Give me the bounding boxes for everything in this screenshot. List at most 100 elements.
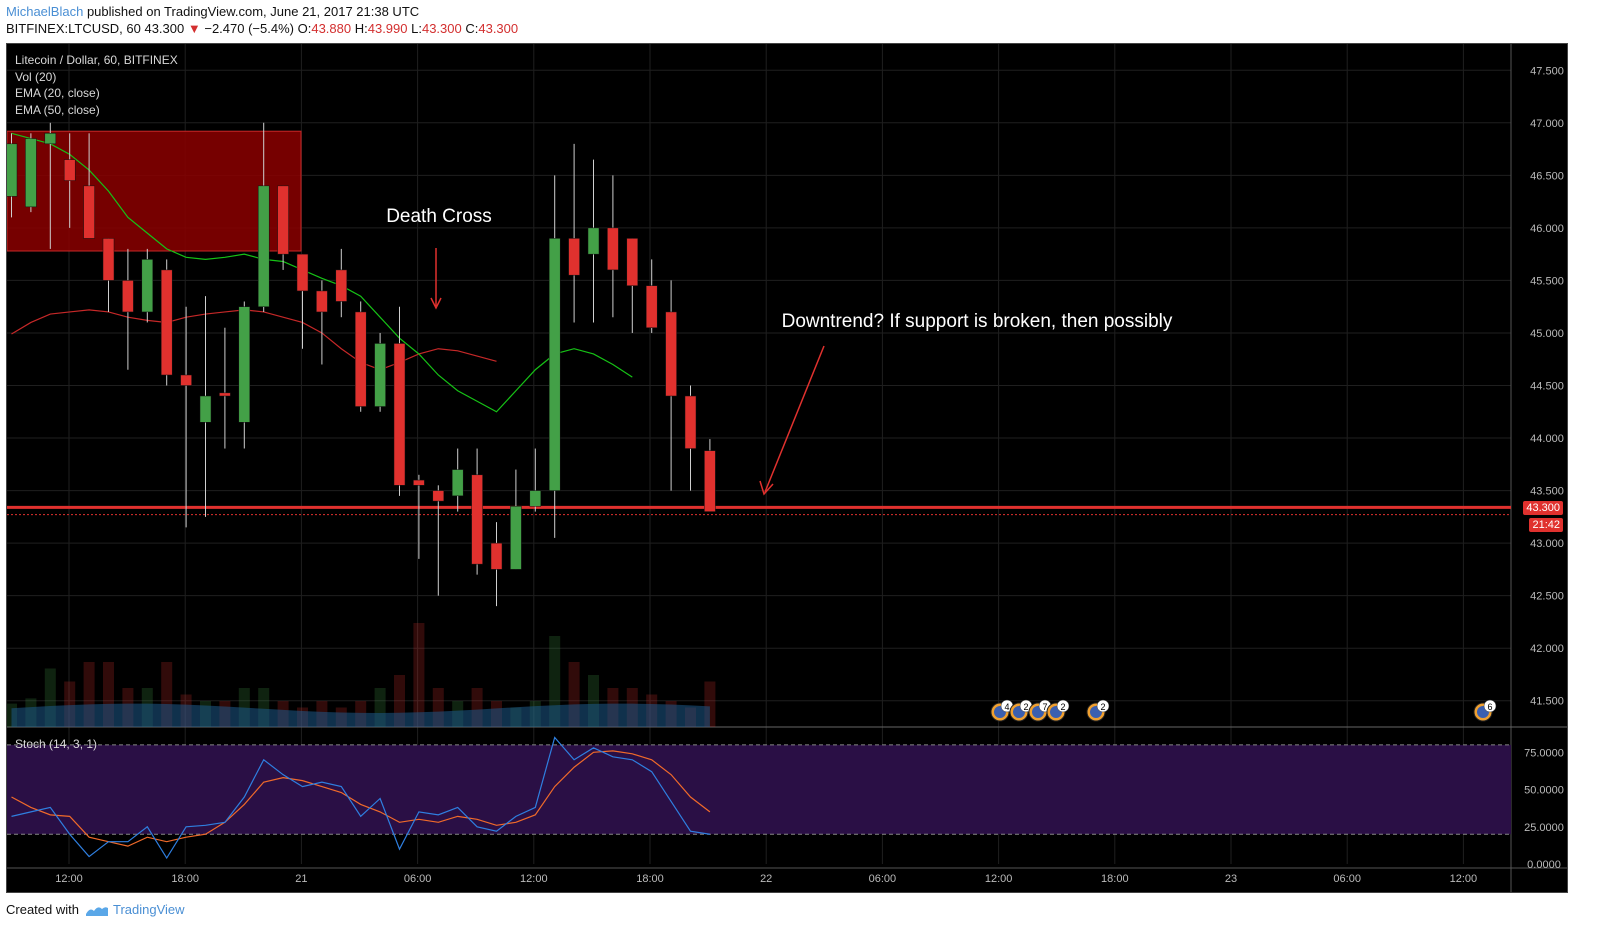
candle-body xyxy=(277,185,289,255)
tradingview-link[interactable]: TradingView xyxy=(85,902,185,917)
low-label: L: xyxy=(411,21,422,36)
stoch-k-line xyxy=(11,736,710,860)
open-value: 43.880 xyxy=(311,21,352,36)
y-tick-label: 47.500 xyxy=(1530,65,1564,77)
volume-bar xyxy=(394,675,405,727)
candle-body xyxy=(704,450,716,512)
x-tick-label: 22 xyxy=(760,873,772,885)
volume-bar xyxy=(549,636,561,727)
x-tick-label: 06:00 xyxy=(1333,873,1361,885)
x-tick-label: 12:00 xyxy=(1450,873,1478,885)
y-tick-label: 46.000 xyxy=(1530,223,1564,235)
event-count-bubble xyxy=(1483,699,1497,713)
chart-canvas[interactable]: 47.500 47.000 46.500 46.000 45.500 45.000 44.5… xyxy=(7,44,1567,892)
downtrend-arrowhead xyxy=(759,480,774,496)
y-tick-label: 41.500 xyxy=(1530,696,1564,708)
volume-bar xyxy=(432,688,444,727)
event-count-bubble xyxy=(1056,699,1070,713)
candle-body xyxy=(568,238,580,276)
y-tick-label: 47.000 xyxy=(1530,118,1564,130)
candle-body xyxy=(626,238,639,286)
footer: Created with TradingView xyxy=(6,902,185,917)
candle-body xyxy=(432,490,445,502)
candle-body xyxy=(25,138,37,208)
candle-body xyxy=(141,259,154,313)
y-tick-label: 43.000 xyxy=(1530,538,1564,550)
x-tick-label: 18:00 xyxy=(636,873,664,885)
candle-body xyxy=(83,185,95,239)
candle-body xyxy=(238,306,251,423)
publish-line: MichaelBlach published on TradingView.co… xyxy=(6,3,1596,20)
ema50-line xyxy=(11,309,497,371)
volume-bar xyxy=(64,681,76,727)
stoch-tick-label: 75.0000 xyxy=(1524,747,1564,759)
event-count: 2 xyxy=(1060,702,1065,712)
candle-body xyxy=(665,311,677,397)
x-tick-label: 06:00 xyxy=(869,873,897,885)
candle-body xyxy=(548,238,561,491)
x-tick-label: 12:00 xyxy=(520,873,548,885)
candle-body xyxy=(413,479,425,486)
candle-body xyxy=(7,143,18,197)
x-tick-label: 12:00 xyxy=(55,873,83,885)
y-tick-label: 46.500 xyxy=(1530,170,1564,182)
volume-bar xyxy=(161,662,173,727)
death-cross-label: Death Cross xyxy=(386,206,492,227)
volume-bar xyxy=(238,688,250,727)
death-cross-arrowhead xyxy=(430,297,442,310)
candle-body xyxy=(354,311,367,407)
x-tick-label: 12:00 xyxy=(985,873,1013,885)
y-tick-label: 42.500 xyxy=(1530,591,1564,603)
candle-body xyxy=(451,469,464,497)
close-label: C: xyxy=(465,21,479,36)
stoch-band xyxy=(7,744,1511,835)
candle-body xyxy=(393,343,406,486)
stoch-tick-label: 25.0000 xyxy=(1524,822,1564,834)
quote-line: BITFINEX:LTCUSD, 60 43.300 ▼ −2.470 (−5.… xyxy=(6,20,1596,37)
volume-bar xyxy=(44,668,56,727)
author-link[interactable]: MichaelBlach xyxy=(6,4,84,19)
candle-body xyxy=(607,227,619,271)
legend-volume: Vol (20) xyxy=(15,70,57,84)
candle-body xyxy=(684,395,697,449)
high-value: 43.990 xyxy=(367,21,408,36)
candle-body xyxy=(199,395,212,423)
candle-body xyxy=(490,542,503,570)
candle-body xyxy=(102,238,115,281)
y-tick-label: 45.000 xyxy=(1530,328,1564,340)
y-tick-label: 44.500 xyxy=(1530,381,1564,393)
volume-bar xyxy=(471,688,483,727)
high-label: H: xyxy=(354,21,368,36)
volume-bar xyxy=(258,688,270,727)
change-value: −2.470 (−5.4%) xyxy=(204,21,294,36)
event-count: 7 xyxy=(1042,702,1047,712)
event-count: 2 xyxy=(1023,702,1028,712)
downtrend-label: Downtrend? If support is broken, then po… xyxy=(782,311,1173,332)
published-text: published on TradingView.com, June 21, 2… xyxy=(86,4,420,19)
volume-bar xyxy=(588,675,599,727)
volume-ma-area xyxy=(11,703,710,727)
created-with-text: Created with xyxy=(6,902,79,917)
candle-body xyxy=(316,290,328,313)
stoch-tick-label: 0.0000 xyxy=(1527,859,1561,871)
legend-ema50: EMA (50, close) xyxy=(15,103,100,117)
candle-body xyxy=(587,227,600,255)
event-count: 2 xyxy=(1100,702,1105,712)
x-tick-label: 06:00 xyxy=(404,873,432,885)
x-tick-label: 18:00 xyxy=(1101,873,1129,885)
y-tick-label: 45.500 xyxy=(1530,275,1564,287)
y-tick-label: 42.000 xyxy=(1530,643,1564,655)
candle-body xyxy=(219,392,231,397)
chart-area[interactable]: 47.500 47.000 46.500 46.000 45.500 45.000 44.5… xyxy=(6,43,1568,893)
y-tick-label: 44.000 xyxy=(1530,433,1564,445)
tradingview-brand: TradingView xyxy=(112,902,185,917)
candle-body xyxy=(296,253,309,292)
countdown-badge: 21:42 xyxy=(1529,518,1563,532)
volume-bar xyxy=(568,662,580,727)
candle-body xyxy=(335,269,348,302)
open-label: O: xyxy=(297,21,312,36)
volume-bar xyxy=(103,662,114,727)
resistance-zone xyxy=(7,130,302,252)
legend-ema20: EMA (20, close) xyxy=(15,86,100,100)
event-count-bubble xyxy=(1096,699,1110,713)
